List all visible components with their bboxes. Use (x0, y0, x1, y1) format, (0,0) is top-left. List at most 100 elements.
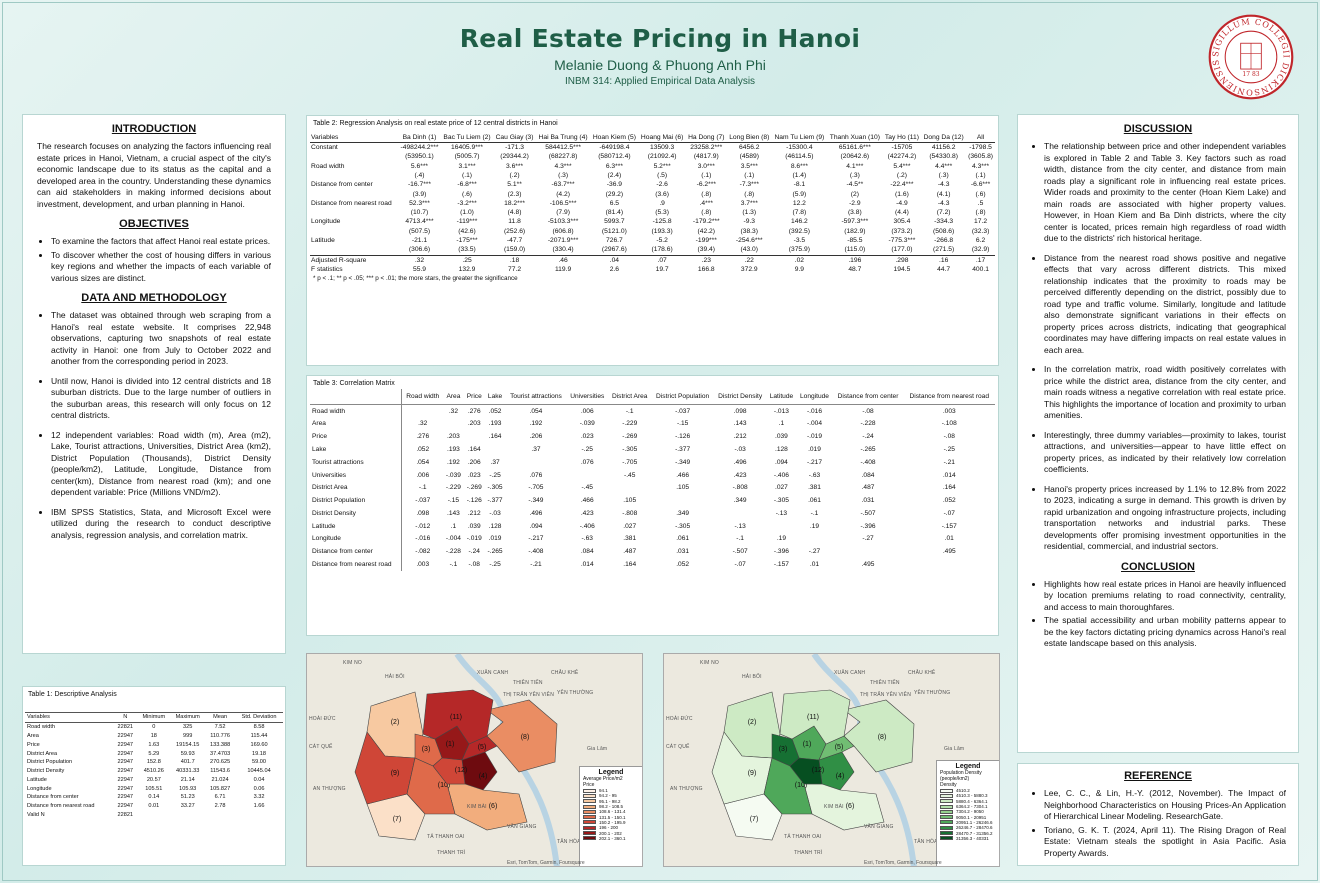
table-cell: .32 (448, 407, 458, 415)
legend-subtitle: Average Price/m2 (583, 776, 623, 782)
discussion-heading: DISCUSSION (1123, 123, 1193, 135)
table-cell: .164 (467, 446, 481, 454)
table-cell: 8.58 (253, 724, 265, 731)
table-cell: (32.9) (971, 246, 990, 254)
table-header-cell: Hai Ba Trung (4) (535, 133, 591, 144)
map-attribution: Esri, TomTom, Garmin, Foursquare (507, 860, 585, 866)
legend-label: 108.6 - 131.4 (599, 809, 626, 815)
table-cell (443, 418, 464, 431)
table-cell: -.019 (806, 433, 822, 441)
table-cell: -.07 (734, 561, 746, 569)
table-cell: 5.1** (507, 181, 522, 189)
table-row: Valid N 22821 (25, 811, 283, 820)
table-cell: 110.776 (210, 732, 230, 739)
reference-item: Lee, C. C., & Lin, H.-Y. (2012, November… (1044, 788, 1286, 823)
table-cell: .37 (490, 458, 500, 466)
table-cell: .4*** (699, 199, 713, 207)
table-header-cell: Hoan Kiem (5) (590, 133, 639, 144)
table-cell (904, 558, 996, 571)
table-cell: 1.63 (148, 741, 160, 748)
table-cell: (29344.2) (500, 153, 529, 161)
map-place-label: THỊ TRẤN YÊN VIÊN (503, 692, 555, 698)
table-cell: (.4) (414, 172, 425, 180)
conclusion-list: Highlights how real estate prices in Han… (1030, 579, 1286, 650)
district-polygon (422, 689, 494, 745)
table-cell: -775.3*** (888, 236, 916, 244)
table-cell: (32.3) (971, 227, 990, 235)
map-place-label: HOÀI ĐỨC (309, 716, 336, 722)
table-cell: -.265 (860, 446, 876, 454)
table-cell: -.305 (622, 446, 638, 454)
legend-label: 150.2 - 195.9 (599, 819, 626, 825)
district-label: (5) (478, 744, 487, 751)
table-cell: -.305 (487, 484, 503, 492)
table-cell: -.108 (941, 420, 957, 428)
table-cell: 999 (183, 732, 193, 739)
legend-swatch (583, 815, 596, 820)
legend-swatch (583, 788, 596, 793)
table-cell: (.1) (462, 172, 473, 180)
table-cell: .32 (418, 420, 428, 428)
table-cell: -.228 (445, 548, 461, 556)
methodology-heading: DATA AND METHODOLOGY (81, 292, 227, 304)
table-cell: .423 (580, 509, 594, 517)
table-cell: Universities (310, 468, 403, 482)
table-cell: .094 (775, 458, 788, 466)
table-cell: .17 (966, 254, 995, 265)
table2-note: * p < .1; ** p < .05; *** p < .01; the m… (313, 275, 518, 283)
district-label: (1) (803, 741, 812, 748)
table-cell: -171.3 (505, 144, 525, 152)
table-cell: (4817.9) (693, 153, 719, 161)
table-cell: -.157 (941, 522, 957, 530)
table-cell: (1.6) (895, 190, 909, 198)
table-cell: 5.6*** (410, 162, 429, 170)
table-cell: -.15 (676, 420, 689, 428)
table-cell: -4.3 (937, 181, 950, 189)
table-cell: 22821 (117, 724, 134, 731)
table-cell: (21092.4) (647, 153, 677, 161)
table-cell: -.08 (468, 561, 480, 569)
table-cell: -.08 (862, 407, 874, 415)
district-polygon (789, 757, 823, 785)
table-header-cell: All (966, 133, 995, 144)
table-cell: -.406 (773, 471, 789, 479)
table-cell: 10445.04 (247, 768, 271, 775)
table-cell: -2.6 (656, 181, 668, 189)
table-cell: 166.8 (697, 265, 715, 273)
table-cell: 4.3*** (554, 162, 572, 170)
legend-swatch (583, 820, 596, 825)
table-cell: -15300.4 (786, 144, 813, 152)
table-cell: -9.3 (743, 218, 756, 226)
table-cell: .143 (446, 509, 460, 517)
table-cell: -.037 (675, 407, 691, 415)
table-cell: .496 (529, 509, 543, 517)
map-place-label: CHÂU KHÊ (908, 670, 936, 676)
table-cell: (4589) (739, 153, 759, 161)
table-cell: Price (310, 430, 403, 444)
density-map-canvas: (1) (2) (3) (4) (5) (6) (7) (8) (9) (10) (11) (12) (664, 654, 999, 866)
legend-swatch (940, 836, 953, 841)
table-cell: -125.8 (652, 218, 672, 226)
table-cell (310, 190, 398, 199)
table-cell: District Density (310, 507, 403, 520)
table-cell: .298 (882, 254, 922, 265)
table-cell: 33.27 (180, 803, 195, 810)
table-cell: .031 (861, 497, 875, 505)
table-cell: Tourist attractions (310, 455, 403, 469)
table-cell: 5.29 (148, 750, 160, 757)
table-cell: -199*** (695, 236, 717, 244)
table-cell: Distance from nearest road (310, 558, 403, 571)
table-cell: .019 (808, 446, 821, 454)
table-cell: .094 (529, 522, 543, 530)
methodology-item: IBM SPSS Statistics, Stata, and Microsof… (51, 507, 271, 542)
legend-entry: 200.1 - 202 (583, 830, 639, 836)
table-cell: 169.60 (250, 741, 268, 748)
table-cell: 6.71 (214, 794, 226, 801)
table-cell: (81.4) (605, 209, 624, 217)
table-cell: 13509.3 (650, 144, 675, 152)
table-header-cell: Ba Dinh (1) (398, 133, 441, 144)
legend-title: Legend (598, 769, 624, 776)
table-cell: -.25 (581, 446, 593, 454)
table-cell: (.3) (938, 172, 949, 180)
table-cell (310, 208, 398, 217)
